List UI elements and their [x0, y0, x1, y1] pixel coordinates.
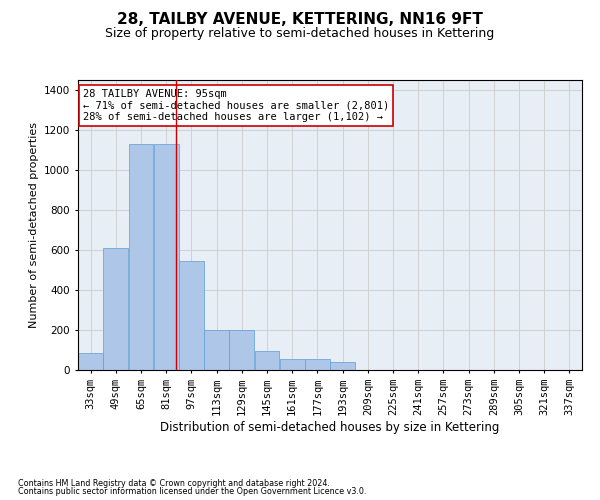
Text: Contains public sector information licensed under the Open Government Licence v3: Contains public sector information licen… — [18, 487, 367, 496]
Y-axis label: Number of semi-detached properties: Number of semi-detached properties — [29, 122, 38, 328]
Bar — [254, 351, 280, 370]
Text: 28 TAILBY AVENUE: 95sqm
← 71% of semi-detached houses are smaller (2,801)
28% of: 28 TAILBY AVENUE: 95sqm ← 71% of semi-de… — [83, 88, 389, 122]
Text: Size of property relative to semi-detached houses in Kettering: Size of property relative to semi-detach… — [106, 28, 494, 40]
Bar — [229, 330, 254, 370]
Text: Contains HM Land Registry data © Crown copyright and database right 2024.: Contains HM Land Registry data © Crown c… — [18, 478, 330, 488]
Bar — [330, 362, 355, 370]
Bar — [128, 144, 154, 370]
Bar — [78, 353, 103, 370]
Bar — [305, 359, 330, 370]
Bar — [154, 144, 179, 370]
Text: 28, TAILBY AVENUE, KETTERING, NN16 9FT: 28, TAILBY AVENUE, KETTERING, NN16 9FT — [117, 12, 483, 28]
Bar — [179, 261, 204, 370]
Bar — [103, 248, 128, 370]
X-axis label: Distribution of semi-detached houses by size in Kettering: Distribution of semi-detached houses by … — [160, 420, 500, 434]
Bar — [280, 359, 305, 370]
Bar — [204, 330, 229, 370]
